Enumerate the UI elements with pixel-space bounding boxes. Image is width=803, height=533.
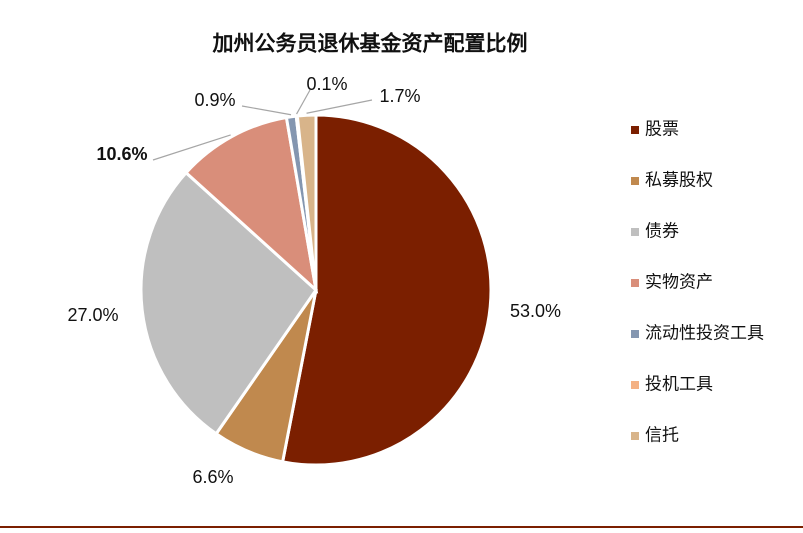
chart-title: 加州公务员退休基金资产配置比例 <box>212 31 528 56</box>
legend-swatch <box>631 381 639 389</box>
pie-slice <box>139 170 318 436</box>
legend-label: 债券 <box>645 222 679 242</box>
pie-slice <box>183 115 319 295</box>
legend-label: 股票 <box>645 120 679 140</box>
legend-swatch <box>631 330 639 338</box>
legend-label: 信托 <box>645 426 679 446</box>
legend-swatch <box>631 279 639 287</box>
legend-label: 实物资产 <box>645 273 713 293</box>
legend-swatch <box>631 126 639 134</box>
legend-label: 流动性投资工具 <box>645 324 764 344</box>
legend-swatch <box>631 228 639 236</box>
pie-slice <box>280 113 493 467</box>
leader-line <box>306 99 373 114</box>
pie-slice <box>295 113 318 291</box>
leader-line <box>296 89 311 115</box>
data-label: 0.9% <box>194 90 235 110</box>
data-label: 1.7% <box>379 86 420 106</box>
data-label: 0.1% <box>306 74 347 94</box>
data-label: 10.6% <box>96 144 147 164</box>
leader-line <box>241 105 292 116</box>
leader-line <box>152 134 231 161</box>
legend-label: 投机工具 <box>645 375 713 395</box>
legend-swatch <box>631 432 639 440</box>
legend-label: 私募股权 <box>645 171 713 191</box>
data-label: 53.0% <box>510 301 561 321</box>
data-label: 6.6% <box>192 467 233 487</box>
legend-swatch <box>631 177 639 185</box>
data-label: 27.0% <box>67 305 118 325</box>
